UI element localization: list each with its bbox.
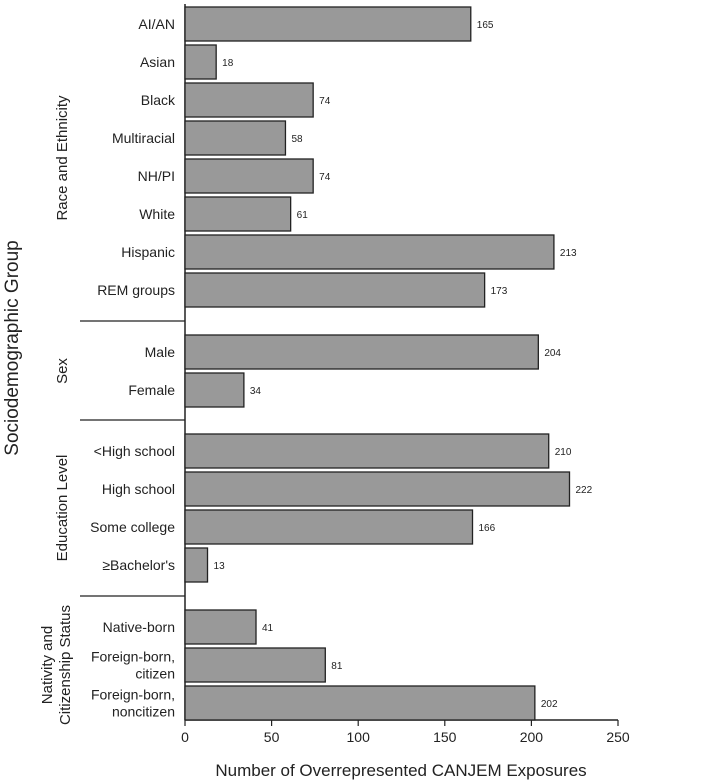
- value-label: 74: [319, 172, 331, 183]
- value-label: 222: [576, 485, 593, 496]
- category-label: High school: [102, 481, 175, 497]
- x-tick-label: 0: [181, 729, 189, 745]
- value-label: 58: [291, 134, 303, 145]
- category-label: Foreign-born,: [91, 687, 175, 703]
- category-label: Some college: [90, 519, 175, 535]
- bar: [184, 44, 217, 80]
- group-label: Race and Ethnicity: [54, 95, 71, 221]
- bar: [184, 6, 472, 42]
- category-label: Foreign-born,: [91, 649, 175, 665]
- category-label: White: [139, 206, 175, 222]
- category-label: REM groups: [97, 282, 175, 298]
- value-label: 204: [544, 348, 561, 359]
- x-tick-label: 250: [606, 729, 630, 745]
- value-label: 34: [250, 386, 262, 397]
- category-label: Male: [145, 344, 176, 360]
- value-label: 61: [297, 210, 309, 221]
- category-label: ≥Bachelor's: [102, 557, 175, 573]
- category-label: noncitizen: [112, 704, 175, 720]
- value-label: 18: [222, 58, 234, 69]
- value-label: 13: [214, 561, 226, 572]
- category-label: Female: [128, 382, 175, 398]
- category-label: Hispanic: [121, 244, 175, 260]
- category-label: Asian: [140, 54, 175, 70]
- x-tick-label: 100: [347, 729, 371, 745]
- bar: [184, 509, 474, 545]
- x-tick-label: 200: [520, 729, 544, 745]
- value-label: 210: [555, 447, 572, 458]
- value-label: 81: [331, 661, 343, 672]
- bar: [184, 372, 245, 408]
- x-axis-title: Number of Overrepresented CANJEM Exposur…: [215, 761, 586, 780]
- bar: [184, 82, 314, 118]
- bar: [184, 647, 326, 683]
- category-label: <High school: [94, 443, 175, 459]
- y-axis-title: Sociodemographic Group: [2, 240, 23, 455]
- value-label: 74: [319, 96, 331, 107]
- bar: [184, 272, 486, 308]
- category-label: citizen: [135, 666, 175, 682]
- value-label: 213: [560, 248, 577, 259]
- x-tick-label: 150: [433, 729, 457, 745]
- group-label: Nativity and: [39, 626, 56, 704]
- bar: [184, 158, 314, 194]
- category-label: Native-born: [103, 619, 175, 635]
- bar: [184, 234, 555, 270]
- bar: [184, 547, 209, 583]
- group-label: Education Level: [54, 455, 71, 562]
- group-label: Sex: [54, 358, 71, 384]
- bar: [184, 609, 257, 645]
- bar: [184, 334, 539, 370]
- value-label: 41: [262, 623, 274, 634]
- bar: [184, 685, 536, 721]
- bar: [184, 120, 287, 156]
- x-tick-label: 50: [264, 729, 280, 745]
- category-label: NH/PI: [138, 168, 175, 184]
- category-label: AI/AN: [138, 16, 175, 32]
- bar: [184, 196, 292, 232]
- bar: [184, 471, 571, 507]
- group-label: Citizenship Status: [57, 605, 74, 725]
- value-label: 166: [479, 523, 496, 534]
- value-label: 165: [477, 20, 494, 31]
- bar: [184, 433, 550, 469]
- value-label: 173: [491, 286, 508, 297]
- value-label: 202: [541, 699, 558, 710]
- category-label: Black: [141, 92, 176, 108]
- category-label: Multiracial: [112, 130, 175, 146]
